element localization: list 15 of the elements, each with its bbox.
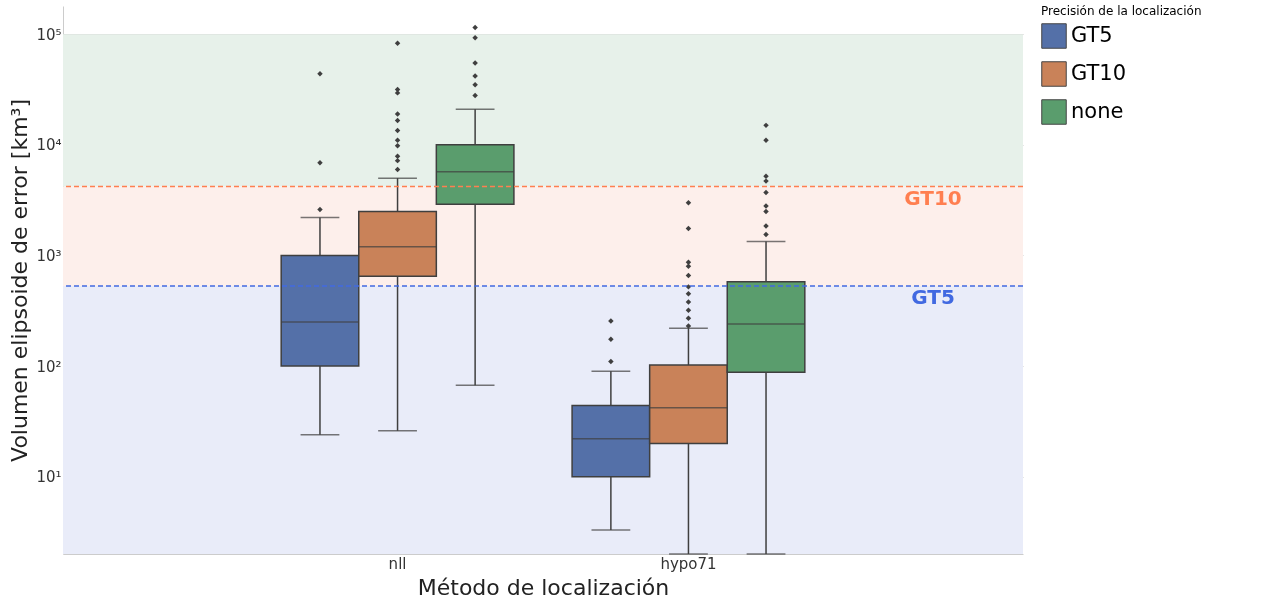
- x-tick-label: nll: [388, 554, 407, 573]
- legend-label: GT10: [1071, 61, 1127, 85]
- legend-label: GT5: [1071, 23, 1113, 47]
- ref-line-label: GT5: [911, 284, 955, 309]
- y-axis-title: Volumen elipsoide de error [km³]: [7, 99, 33, 462]
- y-tick-label: 10⁵: [36, 25, 62, 44]
- legend-label: none: [1071, 99, 1124, 123]
- y-tick-label: 10¹: [36, 468, 62, 487]
- y-tick-label: 10³: [36, 246, 62, 265]
- x-axis-title: Método de localización: [417, 574, 670, 600]
- y-tick-label: 10²: [36, 357, 62, 376]
- x-tick-label: hypo71: [660, 554, 717, 573]
- ref-line-label: GT10: [904, 185, 962, 210]
- legend-title: Precisión de la localización: [1041, 4, 1202, 18]
- y-tick-label: 10⁴: [36, 136, 62, 155]
